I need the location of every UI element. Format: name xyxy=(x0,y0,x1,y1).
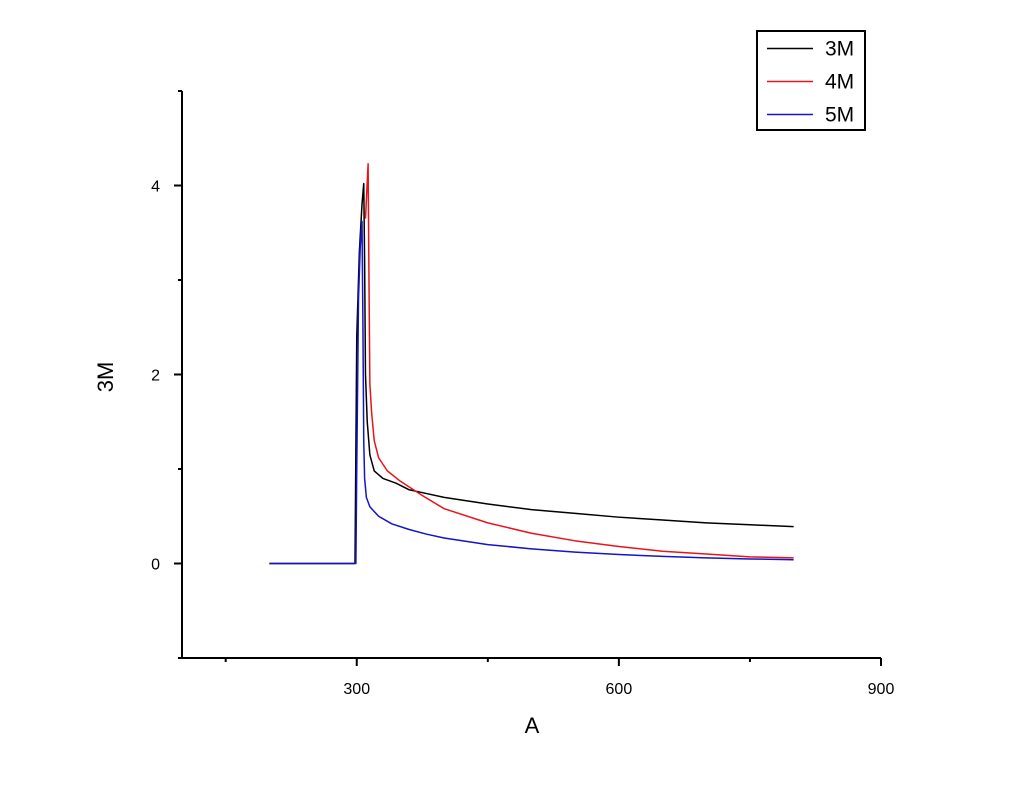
series-line-5m xyxy=(269,220,794,565)
y-tick-label: 2 xyxy=(151,368,160,385)
y-tick-label: 4 xyxy=(151,179,160,196)
legend-label-4m: 4M xyxy=(825,71,854,94)
series-line-3m xyxy=(269,182,794,565)
series-lines xyxy=(269,163,794,565)
axes xyxy=(181,91,881,659)
ticks: 300 600 900 0 2 4 xyxy=(151,90,895,698)
series-line-4m xyxy=(364,163,794,559)
legend-box xyxy=(756,30,866,131)
legend: 3M 4M 5M xyxy=(756,30,866,131)
y-axis-title: 3M xyxy=(93,362,118,393)
y-tick-label: 0 xyxy=(151,557,160,574)
x-axis-title: A xyxy=(525,713,540,738)
legend-label-3m: 3M xyxy=(825,38,854,61)
x-tick-label: 300 xyxy=(343,681,370,698)
x-tick-label: 900 xyxy=(868,681,895,698)
x-tick-label: 600 xyxy=(606,681,633,698)
legend-label-5m: 5M xyxy=(825,104,854,127)
